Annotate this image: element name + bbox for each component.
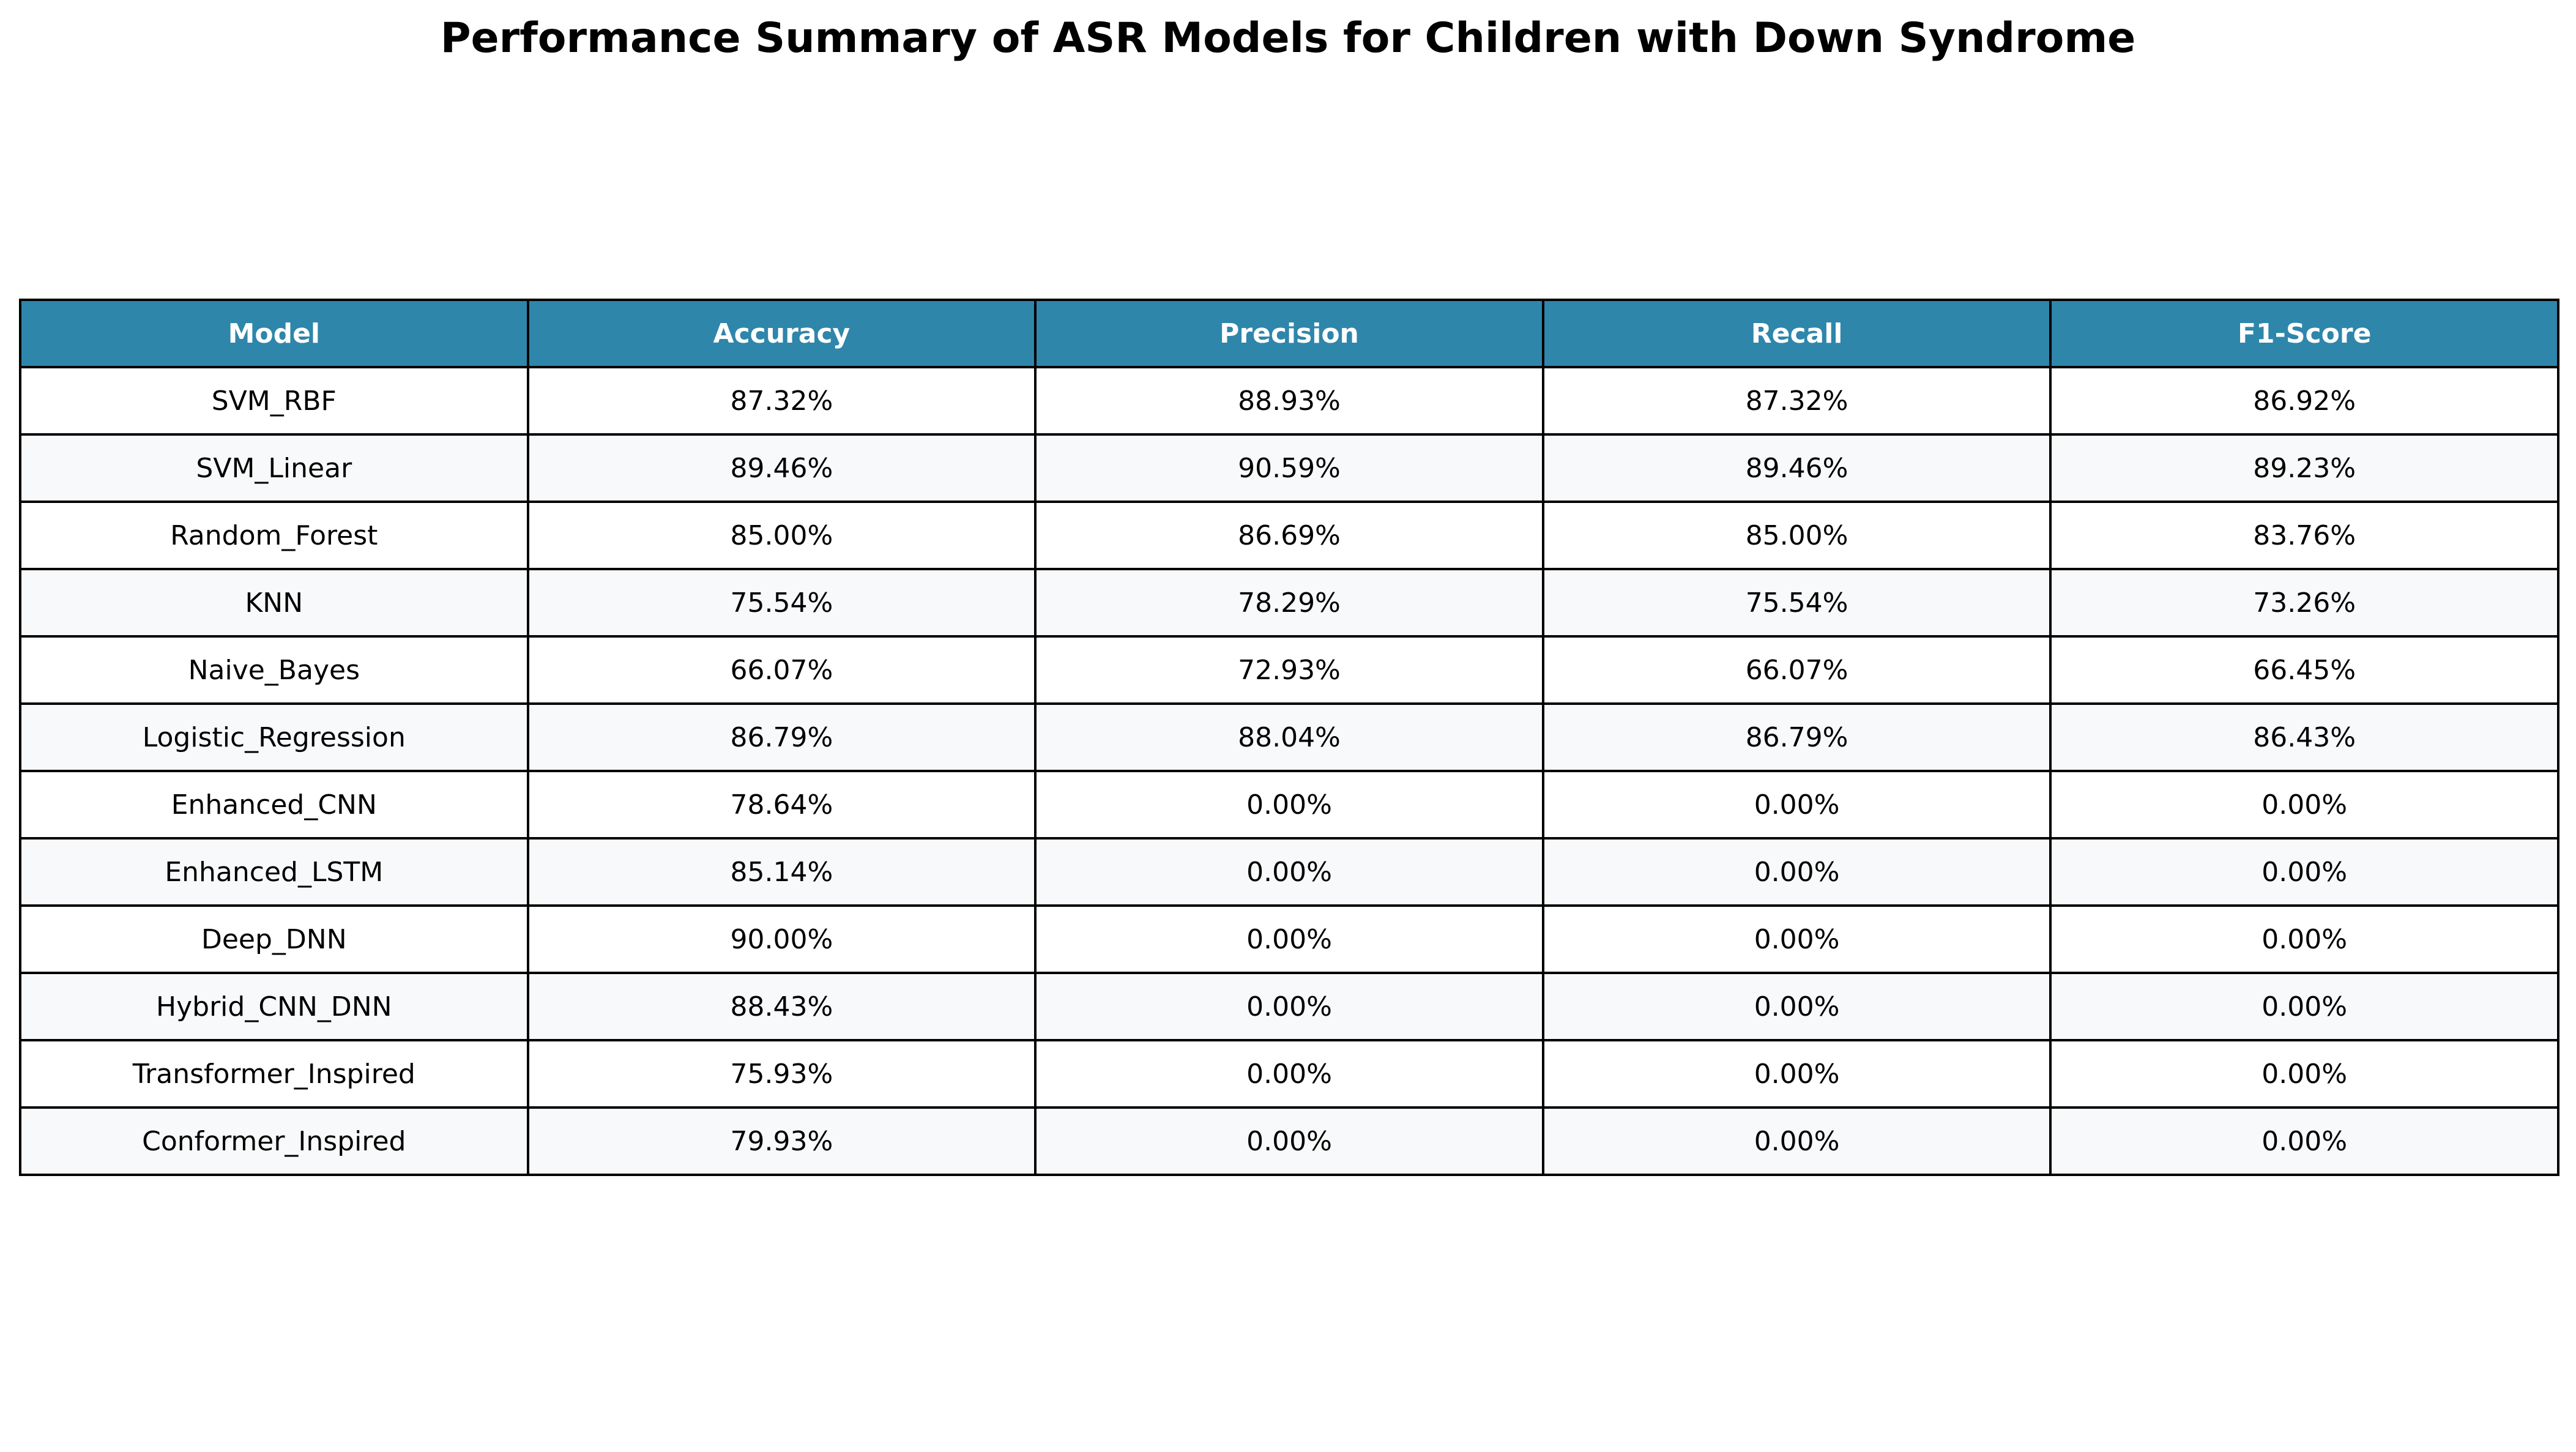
column-header-accuracy: Accuracy: [526, 299, 1037, 368]
metric-cell-f1-score: 0.00%: [2049, 770, 2559, 840]
table-row: Random_Forest 85.00% 86.69% 85.00% 83.76%: [19, 501, 2559, 570]
column-header-model: Model: [19, 299, 529, 368]
metric-cell-accuracy: 85.00%: [526, 501, 1037, 570]
metric-cell-precision: 78.29%: [1034, 568, 1544, 638]
model-name-cell: KNN: [19, 568, 529, 638]
model-name-cell: Random_Forest: [19, 501, 529, 570]
metric-cell-accuracy: 79.93%: [526, 1106, 1037, 1176]
column-header-recall: Recall: [1541, 299, 2052, 368]
metric-cell-recall: 75.54%: [1541, 568, 2052, 638]
metric-cell-f1-score: 0.00%: [2049, 904, 2559, 974]
table-row: Enhanced_CNN 78.64% 0.00% 0.00% 0.00%: [19, 770, 2559, 840]
metric-cell-accuracy: 75.54%: [526, 568, 1037, 638]
table-row: Naive_Bayes 66.07% 72.93% 66.07% 66.45%: [19, 635, 2559, 705]
performance-table: Model Accuracy Precision Recall F1-Score SVM…: [19, 299, 2559, 1176]
metric-cell-accuracy: 86.79%: [526, 702, 1037, 772]
table-row: Enhanced_LSTM 85.14% 0.00% 0.00% 0.00%: [19, 837, 2559, 907]
table-row: SVM_Linear 89.46% 90.59% 89.46% 89.23%: [19, 433, 2559, 503]
table-row: SVM_RBF 87.32% 88.93% 87.32% 86.92%: [19, 366, 2559, 436]
metric-cell-f1-score: 66.45%: [2049, 635, 2559, 705]
metric-cell-precision: 0.00%: [1034, 904, 1544, 974]
metric-cell-recall: 0.00%: [1541, 1106, 2052, 1176]
table-row: KNN 75.54% 78.29% 75.54% 73.26%: [19, 568, 2559, 638]
metric-cell-recall: 0.00%: [1541, 904, 2052, 974]
model-name-cell: Logistic_Regression: [19, 702, 529, 772]
metric-cell-f1-score: 73.26%: [2049, 568, 2559, 638]
chart-title: Performance Summary of ASR Models for Ch…: [440, 14, 2136, 62]
model-name-cell: Transformer_Inspired: [19, 1039, 529, 1109]
model-name-cell: SVM_RBF: [19, 366, 529, 436]
metric-cell-f1-score: 0.00%: [2049, 837, 2559, 907]
metric-cell-recall: 86.79%: [1541, 702, 2052, 772]
metric-cell-precision: 88.93%: [1034, 366, 1544, 436]
model-name-cell: Hybrid_CNN_DNN: [19, 972, 529, 1041]
metric-cell-f1-score: 0.00%: [2049, 972, 2559, 1041]
metric-cell-accuracy: 85.14%: [526, 837, 1037, 907]
metric-cell-recall: 89.46%: [1541, 433, 2052, 503]
metric-cell-recall: 85.00%: [1541, 501, 2052, 570]
table-header-row: Model Accuracy Precision Recall F1-Score: [19, 299, 2559, 368]
metric-cell-accuracy: 89.46%: [526, 433, 1037, 503]
metric-cell-accuracy: 66.07%: [526, 635, 1037, 705]
model-name-cell: Deep_DNN: [19, 904, 529, 974]
metric-cell-f1-score: 0.00%: [2049, 1106, 2559, 1176]
model-name-cell: Naive_Bayes: [19, 635, 529, 705]
metric-cell-accuracy: 90.00%: [526, 904, 1037, 974]
metric-cell-recall: 87.32%: [1541, 366, 2052, 436]
metric-cell-precision: 90.59%: [1034, 433, 1544, 503]
table-row: Deep_DNN 90.00% 0.00% 0.00% 0.00%: [19, 904, 2559, 974]
metric-cell-f1-score: 86.92%: [2049, 366, 2559, 436]
metric-cell-f1-score: 86.43%: [2049, 702, 2559, 772]
metric-cell-recall: 0.00%: [1541, 1039, 2052, 1109]
metric-cell-f1-score: 0.00%: [2049, 1039, 2559, 1109]
metric-cell-precision: 0.00%: [1034, 837, 1544, 907]
metric-cell-accuracy: 75.93%: [526, 1039, 1037, 1109]
column-header-f1-score: F1-Score: [2049, 299, 2559, 368]
metric-cell-accuracy: 78.64%: [526, 770, 1037, 840]
table-body: SVM_RBF 87.32% 88.93% 87.32% 86.92% SVM_Linea…: [19, 366, 2559, 1176]
metric-cell-precision: 0.00%: [1034, 1106, 1544, 1176]
metric-cell-f1-score: 89.23%: [2049, 433, 2559, 503]
table-row: Conformer_Inspired 79.93% 0.00% 0.00% 0.00%: [19, 1106, 2559, 1176]
table-row: Logistic_Regression 86.79% 88.04% 86.79% 86.…: [19, 702, 2559, 772]
metric-cell-precision: 88.04%: [1034, 702, 1544, 772]
metric-cell-precision: 72.93%: [1034, 635, 1544, 705]
metric-cell-precision: 0.00%: [1034, 770, 1544, 840]
metric-cell-precision: 0.00%: [1034, 972, 1544, 1041]
metric-cell-recall: 0.00%: [1541, 972, 2052, 1041]
metric-cell-recall: 0.00%: [1541, 770, 2052, 840]
table-row: Transformer_Inspired 75.93% 0.00% 0.00% 0.00…: [19, 1039, 2559, 1109]
metric-cell-precision: 0.00%: [1034, 1039, 1544, 1109]
model-name-cell: Conformer_Inspired: [19, 1106, 529, 1176]
metric-cell-f1-score: 83.76%: [2049, 501, 2559, 570]
metric-cell-accuracy: 87.32%: [526, 366, 1037, 436]
metric-cell-recall: 0.00%: [1541, 837, 2052, 907]
metric-cell-recall: 66.07%: [1541, 635, 2052, 705]
model-name-cell: Enhanced_LSTM: [19, 837, 529, 907]
model-name-cell: SVM_Linear: [19, 433, 529, 503]
table-row: Hybrid_CNN_DNN 88.43% 0.00% 0.00% 0.00%: [19, 972, 2559, 1041]
column-header-precision: Precision: [1034, 299, 1544, 368]
metric-cell-precision: 86.69%: [1034, 501, 1544, 570]
model-name-cell: Enhanced_CNN: [19, 770, 529, 840]
metric-cell-accuracy: 88.43%: [526, 972, 1037, 1041]
